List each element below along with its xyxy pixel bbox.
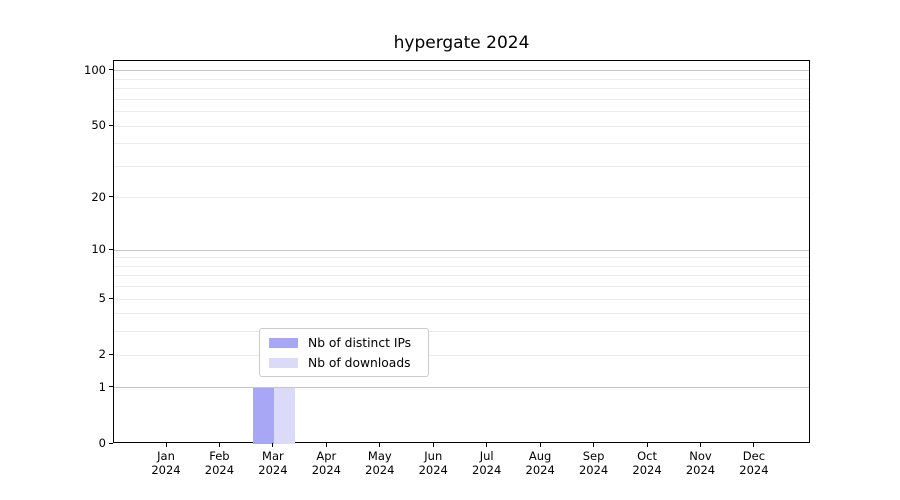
y-gridline-minor xyxy=(114,286,809,288)
y-tick-label: 20 xyxy=(91,189,106,204)
x-tick-mark xyxy=(593,443,595,447)
y-gridline-minor xyxy=(114,125,809,127)
y-tick-label: 1 xyxy=(98,379,106,394)
y-tick-mark xyxy=(109,196,113,198)
x-tick-label: Jul 2024 xyxy=(472,449,502,477)
x-tick-mark xyxy=(325,443,327,447)
x-tick-label: Dec 2024 xyxy=(739,449,769,477)
y-tick-label: 2 xyxy=(98,347,106,362)
x-tick-mark xyxy=(218,443,220,447)
legend-row: Nb of distinct IPs xyxy=(269,334,419,351)
y-tick-mark xyxy=(109,297,113,299)
x-tick-mark xyxy=(486,443,488,447)
x-tick-mark xyxy=(432,443,434,447)
x-tick-mark xyxy=(646,443,648,447)
y-tick-label: 0 xyxy=(98,436,106,450)
y-tick-mark xyxy=(109,386,113,388)
y-gridline-minor xyxy=(114,165,809,167)
legend-swatch-downloads xyxy=(269,357,298,368)
legend-row: Nb of downloads xyxy=(269,354,419,371)
x-tick-label: Aug 2024 xyxy=(525,449,555,477)
y-gridline-minor xyxy=(114,197,809,199)
bar-downloads xyxy=(273,387,296,444)
x-tick-label: Jan 2024 xyxy=(151,449,181,477)
legend-swatch-distinct-ips xyxy=(269,337,298,348)
y-gridline-major xyxy=(114,387,809,389)
y-gridline-minor xyxy=(114,88,809,90)
x-tick-mark xyxy=(539,443,541,447)
x-tick-label: Mar 2024 xyxy=(258,449,288,477)
y-gridline-minor xyxy=(114,331,809,333)
y-gridline-minor xyxy=(114,78,809,80)
y-tick-mark xyxy=(109,353,113,355)
x-tick-label: Oct 2024 xyxy=(632,449,662,477)
legend: Nb of distinct IPs Nb of downloads xyxy=(259,328,429,377)
x-tick-label: Sep 2024 xyxy=(578,449,609,477)
x-tick-mark xyxy=(272,443,274,447)
x-tick-mark xyxy=(753,443,755,447)
y-tick-label: 50 xyxy=(91,118,106,133)
x-tick-label: Feb 2024 xyxy=(204,449,235,477)
y-gridline-minor xyxy=(114,111,809,113)
x-tick-label: Jun 2024 xyxy=(418,449,448,477)
x-tick-mark xyxy=(700,443,701,447)
y-gridline-minor xyxy=(114,98,809,100)
bar-distinct-ips xyxy=(252,387,274,444)
y-tick-label: 100 xyxy=(84,62,106,77)
chart-title: hypergate 2024 xyxy=(393,33,530,53)
y-gridline-minor xyxy=(114,265,809,267)
y-gridline-minor xyxy=(114,257,809,259)
y-gridline-major xyxy=(114,70,809,72)
y-tick-mark xyxy=(109,248,113,250)
x-tick-label: May 2024 xyxy=(365,449,395,477)
y-gridline-major xyxy=(114,249,809,251)
x-tick-label: Apr 2024 xyxy=(311,449,341,477)
y-tick-mark xyxy=(109,69,113,71)
legend-label: Nb of downloads xyxy=(308,355,411,370)
x-tick-mark xyxy=(165,443,167,447)
y-tick-mark xyxy=(109,124,113,126)
y-gridline-minor xyxy=(114,354,809,356)
y-gridline-minor xyxy=(114,143,809,145)
y-gridline-minor xyxy=(114,298,809,300)
legend-label: Nb of distinct IPs xyxy=(308,335,412,350)
y-gridline-minor xyxy=(114,275,809,277)
y-tick-label: 10 xyxy=(91,242,106,257)
x-tick-mark xyxy=(379,443,381,447)
x-tick-label: Nov 2024 xyxy=(685,449,716,477)
plot-area xyxy=(113,60,810,444)
y-tick-label: 5 xyxy=(98,291,106,306)
y-tick-mark xyxy=(109,442,113,444)
y-gridline-minor xyxy=(114,313,809,315)
